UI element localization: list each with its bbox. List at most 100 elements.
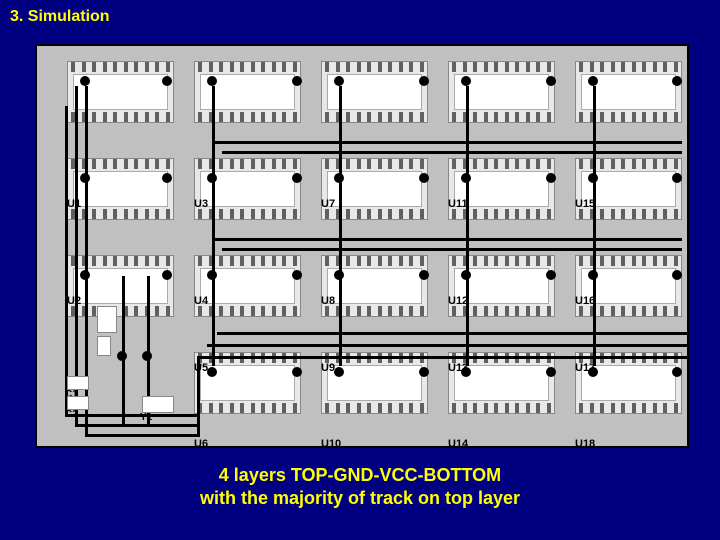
chip-label: U8 <box>321 295 335 307</box>
via-dot <box>162 173 172 183</box>
ic-chip <box>448 255 555 317</box>
via-dot <box>142 351 152 361</box>
small-component <box>97 306 117 333</box>
via-dot <box>292 367 302 377</box>
via-dot <box>672 367 682 377</box>
chip-label: U5 <box>194 362 208 374</box>
via-dot <box>546 270 556 280</box>
via-dot <box>419 173 429 183</box>
pcb-trace <box>85 434 200 437</box>
small-component <box>142 396 174 413</box>
pcb-trace <box>75 86 78 426</box>
pcb-trace <box>212 238 682 241</box>
ic-chip <box>321 352 428 414</box>
via-dot <box>162 76 172 86</box>
via-dot <box>419 76 429 86</box>
small-component <box>97 336 111 356</box>
via-dot <box>334 270 344 280</box>
ic-chip <box>448 158 555 220</box>
chip-label: U1 <box>67 198 81 210</box>
chip-label: U16 <box>575 295 595 307</box>
via-dot <box>207 173 217 183</box>
chip-label: U2 <box>67 295 81 307</box>
chip-label: U9 <box>321 362 335 374</box>
via-dot <box>419 270 429 280</box>
chip-label: U17 <box>575 362 595 374</box>
pcb-trace <box>339 86 342 366</box>
via-dot <box>207 367 217 377</box>
via-dot <box>672 76 682 86</box>
component-label: C2 <box>65 409 78 420</box>
via-dot <box>546 76 556 86</box>
chip-label: U15 <box>575 198 595 210</box>
via-dot <box>419 367 429 377</box>
via-dot <box>292 173 302 183</box>
chip-label: U14 <box>448 438 468 450</box>
section-title: 3. Simulation <box>0 0 720 34</box>
ic-chip <box>575 255 682 317</box>
pcb-trace <box>197 356 687 359</box>
via-dot <box>461 173 471 183</box>
ic-chip <box>321 255 428 317</box>
via-dot <box>334 173 344 183</box>
via-dot <box>334 76 344 86</box>
pcb-trace <box>466 86 469 366</box>
via-dot <box>117 351 127 361</box>
ic-chip <box>67 158 174 220</box>
via-dot <box>80 270 90 280</box>
ic-chip <box>575 61 682 123</box>
via-dot <box>588 270 598 280</box>
chip-label: U13 <box>448 362 468 374</box>
pcb-board: U1 U2 U3 U4 U5 U6 U7 U8 U9 U10 U11 U12 U13 U14 U15 U16 U… <box>35 44 689 448</box>
chip-label: U12 <box>448 295 468 307</box>
pcb-trace <box>222 151 682 154</box>
small-component <box>67 396 89 410</box>
small-component <box>67 376 89 390</box>
ic-chip <box>194 61 301 123</box>
caption: 4 layers TOP-GND-VCC-BOTTOM with the maj… <box>0 464 720 511</box>
pcb-trace <box>593 86 596 366</box>
chip-label: U3 <box>194 198 208 210</box>
via-dot <box>672 173 682 183</box>
via-dot <box>334 367 344 377</box>
via-dot <box>546 367 556 377</box>
chip-label: U10 <box>321 438 341 450</box>
via-dot <box>292 270 302 280</box>
pcb-trace <box>222 248 682 251</box>
via-dot <box>588 173 598 183</box>
pcb-trace <box>207 344 687 347</box>
ic-chip <box>67 255 174 317</box>
via-dot <box>461 270 471 280</box>
chip-label: U7 <box>321 198 335 210</box>
via-dot <box>207 76 217 86</box>
chip-label: U4 <box>194 295 208 307</box>
via-dot <box>80 173 90 183</box>
pcb-trace <box>212 141 682 144</box>
ic-chip <box>194 352 301 414</box>
pcb-trace <box>75 424 200 427</box>
chip-label: U11 <box>448 198 468 210</box>
via-dot <box>588 76 598 86</box>
pcb-trace <box>217 332 687 335</box>
chip-label: U18 <box>575 438 595 450</box>
via-dot <box>80 76 90 86</box>
chip-label: U6 <box>194 438 208 450</box>
via-dot <box>207 270 217 280</box>
pcb-trace <box>65 414 200 417</box>
pcb-diagram: U1 U2 U3 U4 U5 U6 U7 U8 U9 U10 U11 U12 U13 U14 U15 U16 U… <box>20 34 700 454</box>
ic-chip <box>194 158 301 220</box>
component-label: Y1 <box>140 412 152 423</box>
via-dot <box>546 173 556 183</box>
via-dot <box>672 270 682 280</box>
via-dot <box>461 76 471 86</box>
caption-line-1: 4 layers TOP-GND-VCC-BOTTOM <box>219 465 501 485</box>
ic-chip <box>448 61 555 123</box>
ic-chip <box>321 158 428 220</box>
via-dot <box>162 270 172 280</box>
ic-chip <box>575 158 682 220</box>
ic-chip <box>194 255 301 317</box>
pcb-trace <box>65 106 68 416</box>
ic-chip <box>321 61 428 123</box>
pcb-trace <box>212 86 215 366</box>
caption-line-2: with the majority of track on top layer <box>200 488 520 508</box>
